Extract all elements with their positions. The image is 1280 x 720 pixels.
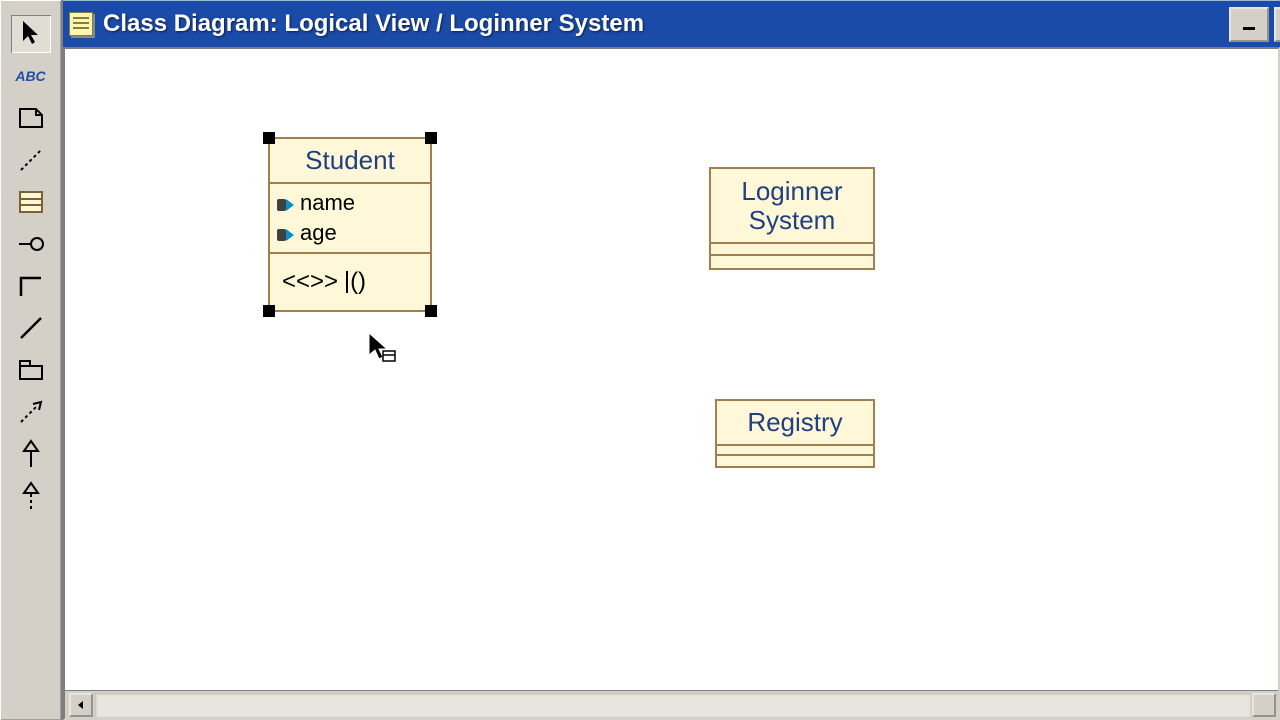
tool-class[interactable] <box>11 183 51 221</box>
assoc-right-angle-icon <box>17 272 45 300</box>
horizontal-scrollbar[interactable] <box>65 690 1278 718</box>
class-box-loginner[interactable]: Loginner System <box>709 167 875 270</box>
tool-palette: ABC <box>0 0 63 720</box>
attribute-name: name <box>300 190 355 216</box>
tool-anchor[interactable] <box>11 141 51 179</box>
operations-compartment[interactable] <box>711 256 873 268</box>
operation-stereotype: <<>> <box>282 268 338 296</box>
window-controls <box>1229 7 1274 42</box>
operation-parens: () <box>350 268 366 296</box>
class-title[interactable]: Student <box>270 139 430 184</box>
attributes-compartment[interactable] <box>711 244 873 256</box>
interface-circle-icon <box>17 230 45 258</box>
anchor-line-icon <box>17 146 45 174</box>
attribute-name: age <box>300 220 337 246</box>
tool-pointer[interactable] <box>11 15 51 53</box>
title-bar-diagram-icon <box>69 12 93 36</box>
class-box-registry[interactable]: Registry <box>715 399 875 468</box>
mouse-cursor-icon <box>367 331 401 372</box>
generalization-up-icon <box>17 439 45 469</box>
operation-editing[interactable]: <<>> () <box>276 264 372 300</box>
tool-dependency[interactable] <box>11 393 51 431</box>
tool-package[interactable] <box>11 351 51 389</box>
scroll-track[interactable] <box>95 693 1250 717</box>
tool-generalization[interactable] <box>11 435 51 473</box>
assoc-line-icon <box>17 314 45 342</box>
diagram-window: Class Diagram: Logical View / Loginner S… <box>63 0 1280 720</box>
tool-interface[interactable] <box>11 225 51 263</box>
attribute-visibility-icon <box>276 224 296 242</box>
selection-handle[interactable] <box>425 132 437 144</box>
selection-handle[interactable] <box>263 305 275 317</box>
app-root: ABC <box>0 0 1280 720</box>
class-title[interactable]: Registry <box>717 401 873 446</box>
scroll-right-button[interactable] <box>1252 693 1276 717</box>
note-icon <box>18 107 44 129</box>
attributes-compartment[interactable]: name age <box>270 184 430 254</box>
selection-handle[interactable] <box>425 305 437 317</box>
diagram-canvas[interactable]: Student name age <box>65 49 1278 718</box>
maximize-button[interactable] <box>1274 7 1280 42</box>
tool-association[interactable] <box>11 267 51 305</box>
text-caret <box>346 271 348 293</box>
tool-association-line[interactable] <box>11 309 51 347</box>
operations-compartment[interactable]: <<>> () <box>270 254 430 310</box>
tool-text[interactable]: ABC <box>11 57 51 95</box>
scroll-left-button[interactable] <box>69 693 93 717</box>
abc-icon: ABC <box>15 68 45 84</box>
minimize-button[interactable] <box>1229 7 1269 42</box>
attributes-compartment[interactable] <box>717 446 873 456</box>
realization-up-icon <box>17 481 45 511</box>
canvas-viewport[interactable]: Student name age <box>63 47 1280 720</box>
tool-realization[interactable] <box>11 477 51 515</box>
class-title[interactable]: Loginner System <box>711 169 873 244</box>
selection-handle[interactable] <box>263 132 275 144</box>
package-icon <box>18 359 44 381</box>
attribute-row[interactable]: name <box>276 188 424 218</box>
attribute-row[interactable]: age <box>276 218 424 248</box>
attribute-visibility-icon <box>276 194 296 212</box>
tool-note[interactable] <box>11 99 51 137</box>
class-box-icon <box>18 190 44 214</box>
class-box-student[interactable]: Student name age <box>268 137 432 312</box>
dependency-icon <box>17 398 45 426</box>
window-title: Class Diagram: Logical View / Loginner S… <box>103 10 1219 38</box>
operations-compartment[interactable] <box>717 456 873 466</box>
window-title-bar: Class Diagram: Logical View / Loginner S… <box>63 0 1280 47</box>
